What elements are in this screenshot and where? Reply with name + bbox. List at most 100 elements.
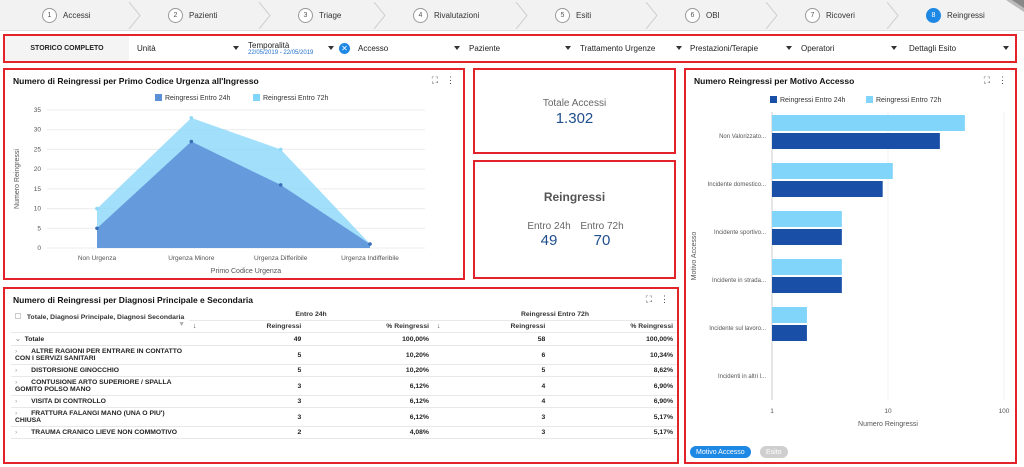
col-reingressi-24h[interactable]: ↓ Reingressi xyxy=(189,320,306,333)
series-area-0 xyxy=(97,141,370,248)
temporalita-dropdown[interactable]: Temporalità 22/05/2019 - 22/05/2019 xyxy=(248,36,334,61)
cell-p24: 6,12% xyxy=(305,376,433,396)
bar-0 xyxy=(772,181,883,197)
table-row[interactable]: › VISITA DI CONTROLLO 3 6,12% 4 6,90% xyxy=(11,395,677,408)
cell-r72: 6 xyxy=(432,345,550,365)
legend-swatch xyxy=(866,96,873,103)
group-header-24h: Entro 24h xyxy=(189,309,433,321)
unita-dropdown[interactable]: Unità xyxy=(137,36,239,61)
paziente-label: Paziente xyxy=(469,44,501,53)
step-7[interactable]: 7 Ricoveri xyxy=(805,0,855,31)
history-filter-button[interactable]: STORICO COMPLETO xyxy=(5,36,129,61)
expand-row-icon[interactable]: › xyxy=(15,429,20,436)
table-total-row[interactable]: ⌄ Totale 49 100,00% 58 100,00% xyxy=(11,332,677,346)
accesso-label: Accesso xyxy=(358,44,389,53)
more-menu-icon[interactable]: ⋮ xyxy=(446,75,455,85)
col-pct-72h[interactable]: % Reingressi xyxy=(549,320,677,333)
col-pct-24h[interactable]: % Reingressi xyxy=(305,320,433,333)
row-label-cell: › ALTRE RAGIONI PER ENTRARE IN CONTATTO … xyxy=(11,345,189,365)
x-tick-label: 10 xyxy=(884,408,892,415)
expand-row-icon[interactable]: › xyxy=(15,410,20,417)
step-2[interactable]: 2 Pazienti xyxy=(168,0,217,31)
cell-p24: 100,00% xyxy=(305,332,433,346)
x-tick-label: Non Urgenza xyxy=(78,255,117,262)
trattamento-dropdown[interactable]: Trattamento Urgenze xyxy=(580,36,682,61)
more-menu-icon[interactable]: ⋮ xyxy=(660,294,669,304)
x-tick-label: 100 xyxy=(999,408,1010,415)
step-8[interactable]: 8 Reingressi xyxy=(926,0,985,31)
cell-r72: 4 xyxy=(432,395,550,408)
step-6[interactable]: 6 OBI xyxy=(685,0,720,31)
row-label-cell: › VISITA DI CONTROLLO xyxy=(11,395,189,408)
reingressi-72h-value: 70 xyxy=(593,232,611,249)
operatori-dropdown[interactable]: Operatori xyxy=(801,36,897,61)
step-1[interactable]: 1 Accessi xyxy=(42,0,91,31)
expand-row-icon[interactable]: › xyxy=(15,398,20,405)
motivo-accesso-title: Numero Reingressi per Motivo Accesso xyxy=(694,76,855,86)
cell-p24: 10,20% xyxy=(305,364,433,377)
x-tick-label: 1 xyxy=(770,408,774,415)
row-label: TRAUMA CRANICO LIEVE NON COMMOTIVO xyxy=(31,429,178,436)
corner-fold-icon[interactable] xyxy=(1006,0,1024,12)
legend-label: Reingressi Entro 72h xyxy=(263,95,328,102)
step-4[interactable]: 4 Rivalutazioni xyxy=(413,0,479,31)
cell-p72: 5,17% xyxy=(549,407,677,427)
legend-label: Reingressi Entro 72h xyxy=(876,97,941,104)
step-number-badge: 7 xyxy=(805,8,820,23)
table-row[interactable]: › FRATTURA FALANGI MANO (UNA O PIU') CHI… xyxy=(11,407,677,427)
esito-toggle[interactable]: Esito xyxy=(760,446,788,458)
select-all-checkbox[interactable] xyxy=(15,313,21,319)
expand-row-icon[interactable]: › xyxy=(15,367,20,374)
y-tick-label: Incidenti in altri l... xyxy=(718,374,766,380)
accesso-dropdown[interactable]: Accesso xyxy=(358,36,460,61)
bar-1 xyxy=(772,211,842,227)
cell-p24: 4,08% xyxy=(305,426,433,439)
expand-icon[interactable]: ⛶ xyxy=(645,294,652,304)
corner-header: Totale, Diagnosi Principale, Diagnosi Se… xyxy=(11,309,189,333)
cell-p24: 10,20% xyxy=(305,345,433,365)
prestazioni-dropdown[interactable]: Prestazioni/Terapie xyxy=(690,36,792,61)
col-reingressi-72h[interactable]: ↓ Reingressi xyxy=(432,320,550,333)
dettagli-esito-dropdown[interactable]: Dettagli Esito xyxy=(909,36,1009,61)
bar-1 xyxy=(772,307,807,323)
trattamento-label: Trattamento Urgenze xyxy=(580,44,656,53)
bar-1 xyxy=(772,163,893,179)
reingressi-24h-label: Entro 24h xyxy=(527,221,571,232)
clear-filter-button[interactable]: ✕ xyxy=(339,36,351,61)
collapse-icon[interactable]: ⌄ xyxy=(15,336,23,343)
data-point xyxy=(368,242,372,246)
more-menu-icon[interactable]: ⋮ xyxy=(998,75,1007,85)
table-row[interactable]: › CONTUSIONE ARTO SUPERIORE / SPALLA GOM… xyxy=(11,376,677,396)
expand-row-icon[interactable]: › xyxy=(15,348,20,355)
chevron-right-icon xyxy=(886,2,899,29)
x-tick-label: Urgenza Indifferibile xyxy=(341,255,399,262)
chevron-right-icon xyxy=(373,2,386,29)
expand-icon[interactable]: ⛶ xyxy=(431,75,438,85)
cell-p24: 6,12% xyxy=(305,395,433,408)
cell-r24: 5 xyxy=(189,364,306,377)
filter-icon[interactable]: ▼ xyxy=(178,321,185,328)
table-row[interactable]: › DISTORSIONE GINOCCHIO 5 10,20% 5 8,62% xyxy=(11,364,677,377)
row-label: Totale xyxy=(24,336,45,343)
sort-down-icon: ↓ xyxy=(436,323,441,330)
motivo-accesso-panel: Numero Reingressi per Motivo Accesso ⛶ ⋮… xyxy=(684,68,1017,464)
data-point xyxy=(189,139,194,144)
step-label: Esiti xyxy=(576,11,592,20)
step-3[interactable]: 3 Triage xyxy=(298,0,341,31)
cell-r72: 5 xyxy=(432,364,550,377)
table-row[interactable]: › ALTRE RAGIONI PER ENTRARE IN CONTATTO … xyxy=(11,345,677,365)
cell-r24: 3 xyxy=(189,407,306,427)
expand-icon[interactable]: ⛶ xyxy=(983,75,990,85)
expand-row-icon[interactable]: › xyxy=(15,379,20,386)
data-point xyxy=(95,226,99,231)
col-reingressi-24h-label: Reingressi xyxy=(266,323,302,330)
paziente-dropdown[interactable]: Paziente xyxy=(469,36,571,61)
bar-0 xyxy=(772,133,940,149)
step-5[interactable]: 5 Esiti xyxy=(555,0,591,31)
table-row[interactable]: › TRAUMA CRANICO LIEVE NON COMMOTIVO 2 4,0… xyxy=(11,426,677,439)
legend-swatch xyxy=(155,94,162,101)
wizard-stepper: 1 Accessi 2 Pazienti 3 Triage 4 Rivalutazioni 5 E… xyxy=(0,0,1024,31)
motivo-accesso-toggle[interactable]: Motivo Accesso xyxy=(690,446,751,458)
row-label-cell: ⌄ Totale xyxy=(11,332,189,346)
chevron-down-icon xyxy=(891,46,897,50)
